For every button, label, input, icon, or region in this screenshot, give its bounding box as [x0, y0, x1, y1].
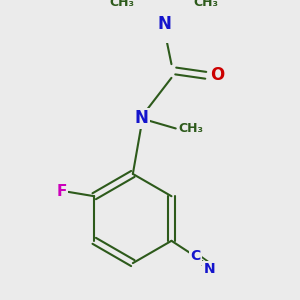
Text: CH₃: CH₃	[179, 122, 204, 135]
Text: F: F	[56, 184, 67, 200]
Text: O: O	[210, 66, 224, 84]
Text: N: N	[203, 262, 215, 276]
Text: CH₃: CH₃	[193, 0, 218, 9]
Text: CH₃: CH₃	[109, 0, 134, 9]
Text: C: C	[190, 249, 201, 263]
Text: N: N	[158, 15, 172, 33]
Text: N: N	[134, 109, 148, 127]
